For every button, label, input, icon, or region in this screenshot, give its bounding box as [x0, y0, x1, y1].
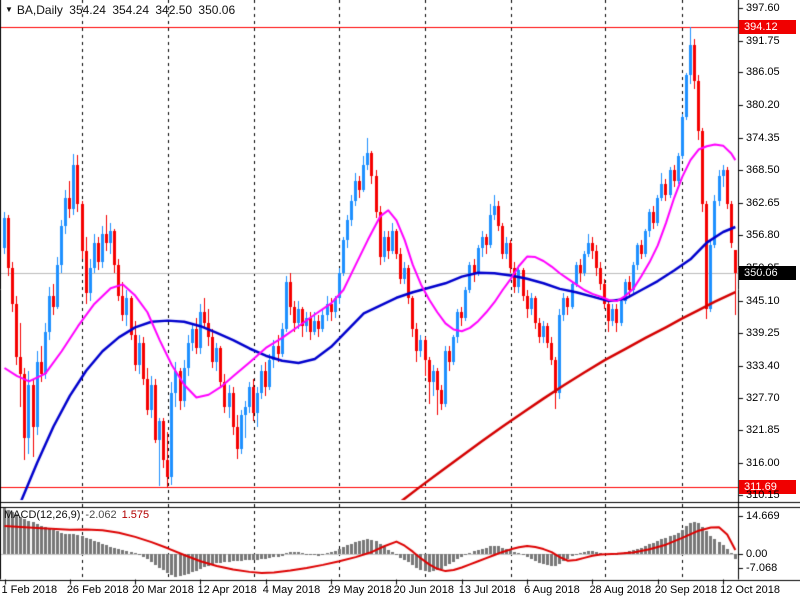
price-axis-label: 321.85: [746, 424, 780, 437]
date-axis-label: 20 Sep 2018: [654, 584, 718, 596]
macd-axis-label: 0.00: [746, 548, 768, 560]
macd-axis-label: 14.669: [746, 510, 780, 522]
date-axis-label: 4 May 2018: [262, 584, 321, 596]
date-axis-label: 20 Mar 2018: [132, 584, 194, 596]
macd-main-value: -2.062: [85, 508, 117, 521]
price-axis-label: 345.10: [746, 294, 780, 307]
ohlc-close: 350.06: [198, 3, 236, 17]
date-axis-label: 29 May 2018: [328, 584, 392, 596]
date-axis-label: 6 Aug 2018: [524, 584, 580, 596]
symbol-period-label: BA,Daily: [16, 3, 63, 17]
price-axis-label: 316.00: [746, 456, 780, 469]
ohlc-high: 354.24: [112, 3, 150, 17]
price-axis-label: 368.50: [746, 164, 780, 177]
price-axis-label: 339.25: [746, 327, 780, 340]
current-price-tag: 350.06: [739, 265, 796, 280]
macd-axis-label: -7.068: [746, 562, 778, 574]
date-axis-label: 13 Jul 2018: [458, 584, 516, 596]
ohlc-open: 354.24: [69, 3, 106, 17]
macd-signal-value: 1.575: [121, 508, 150, 521]
price-axis-label: 397.60: [746, 2, 780, 14]
date-axis-label: 1 Feb 2018: [1, 584, 58, 596]
date-axis-label: 26 Feb 2018: [66, 584, 129, 596]
date-axis-label: 12 Apr 2018: [197, 584, 257, 596]
price-axis-label: 350.95: [746, 261, 780, 274]
support-price-tag: 311.69: [739, 479, 796, 494]
price-axis-label: 374.35: [746, 131, 780, 144]
price-axis-label: 362.65: [746, 196, 780, 209]
date-axis-label: 12 Oct 2018: [720, 584, 781, 596]
price-axis-label: 327.70: [746, 391, 780, 404]
price-axis-label: 380.20: [746, 98, 780, 111]
symbol-dropdown-icon[interactable]: ▼: [5, 5, 13, 14]
date-axis-label: 28 Aug 2018: [589, 584, 652, 596]
price-axis-label: 356.80: [746, 229, 780, 242]
macd-name: MACD(12,26,9): [4, 508, 81, 521]
macd-indicator-label: MACD(12,26,9) -2.062 1.575: [4, 509, 149, 521]
price-axis-label: 386.05: [746, 66, 780, 79]
price-axis-label: 391.75: [746, 34, 780, 47]
resistance-price-tag: 394.12: [739, 20, 796, 35]
ohlc-low: 342.50: [155, 3, 193, 17]
date-axis-label: 20 Jun 2018: [393, 584, 455, 596]
price-axis-label: 333.40: [746, 359, 780, 372]
price-axis-label: 310.15: [746, 489, 780, 502]
chart-header: ▼ BA,Daily 354.24 354.24 342.50 350.06: [5, 4, 238, 16]
